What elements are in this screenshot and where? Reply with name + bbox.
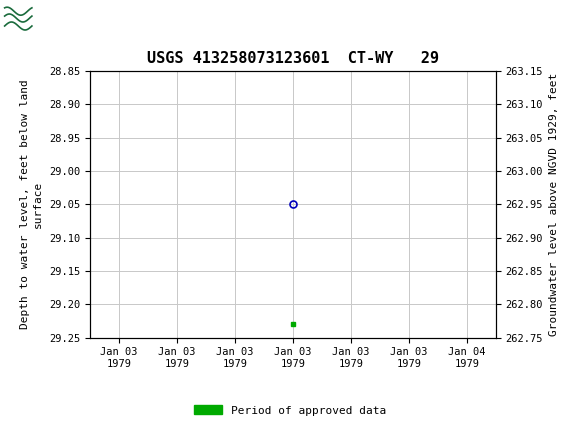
Text: USGS: USGS: [36, 11, 91, 29]
Title: USGS 413258073123601  CT-WY   29: USGS 413258073123601 CT-WY 29: [147, 51, 439, 66]
Y-axis label: Depth to water level, feet below land
surface: Depth to water level, feet below land su…: [20, 80, 44, 329]
Bar: [3, 3, 70, 37]
Y-axis label: Groundwater level above NGVD 1929, feet: Groundwater level above NGVD 1929, feet: [549, 73, 559, 336]
Legend: Period of approved data: Period of approved data: [190, 401, 390, 420]
